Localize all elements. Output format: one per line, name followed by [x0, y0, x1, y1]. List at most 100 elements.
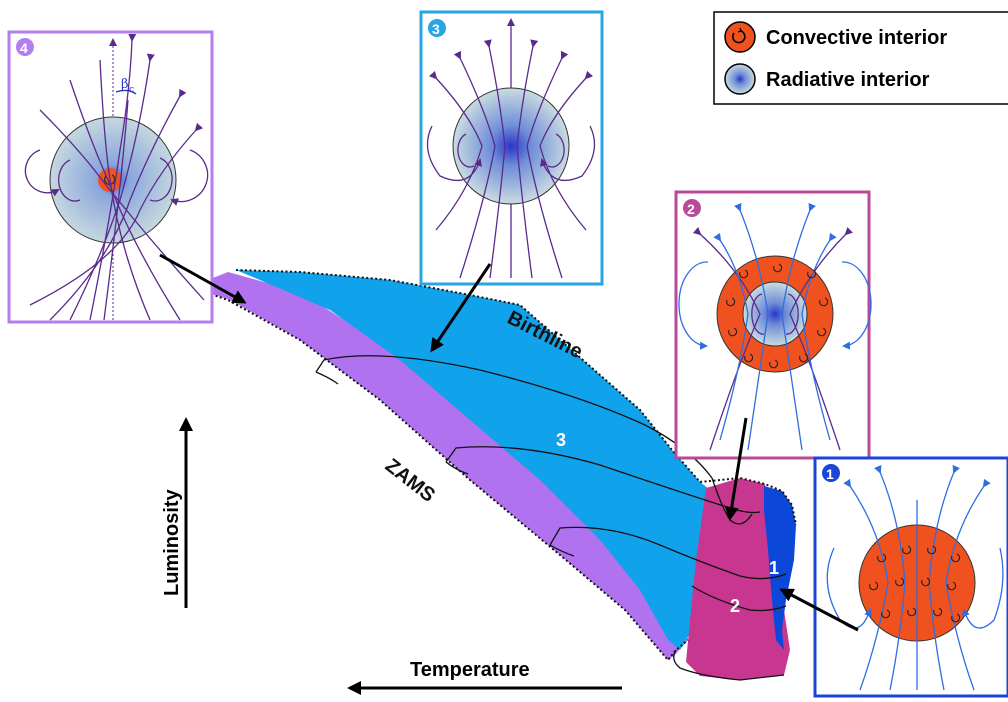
swirl-icon	[927, 545, 937, 555]
swirl-icon	[907, 607, 917, 617]
track-line	[445, 446, 761, 514]
field-line	[713, 232, 749, 441]
swirl-icon	[819, 297, 829, 307]
field-line	[457, 133, 475, 168]
region-label-2: 2	[730, 596, 740, 616]
legend-convective-label: Convective interior	[766, 27, 947, 49]
swirl-icon	[877, 553, 887, 563]
field-line	[789, 226, 854, 451]
swirl-icon	[744, 353, 754, 363]
swirl-icon	[951, 613, 961, 623]
inset-4-badge-number: 4	[20, 40, 28, 56]
inset-2-field-lines	[678, 202, 872, 451]
arrow-inset4-to-region4	[159, 253, 247, 304]
legend-radiative-label: Radiative interior	[766, 69, 930, 91]
inset-1-badge-number: 1	[826, 466, 834, 482]
inset-3-field-lines	[426, 39, 596, 279]
inset-1: 1	[813, 456, 1008, 698]
field-line	[734, 202, 769, 451]
field-line	[426, 125, 482, 181]
field-line	[99, 59, 151, 321]
region-label-3: 3	[556, 430, 566, 450]
region-label-1: 1	[769, 558, 779, 578]
zams-curve	[189, 286, 689, 662]
swirl-icon	[799, 353, 809, 363]
field-line	[58, 159, 81, 202]
field-line	[39, 109, 205, 301]
birthline-curve	[235, 269, 797, 526]
swirl-icon	[728, 327, 738, 337]
field-line	[539, 70, 594, 231]
inset-2-badge-number: 2	[687, 201, 695, 217]
region-2-fill	[686, 478, 790, 680]
inset-3-radiative-star	[452, 87, 570, 205]
arrow-inset2-to-region2	[724, 417, 748, 521]
region-label-4: 4	[390, 421, 400, 441]
inset-4: 4 β c	[7, 30, 214, 324]
field-line	[801, 232, 837, 441]
legend: Convective interior Radiative interior	[713, 11, 1008, 105]
region-1-fill	[764, 486, 796, 650]
field-line	[516, 39, 539, 279]
inset-3-badge	[428, 19, 446, 37]
inset-1-convection-swirls	[869, 545, 961, 623]
field-line	[29, 122, 203, 306]
temperature-label: Temperature	[410, 659, 530, 681]
evolutionary-tracks	[315, 355, 787, 612]
region-4-fill	[190, 272, 688, 660]
swirl-icon	[869, 581, 879, 591]
field-line	[483, 39, 506, 279]
swirl-icon	[773, 263, 783, 273]
convective-swirl-icon	[732, 30, 746, 44]
swirl-icon	[951, 553, 961, 563]
field-line	[540, 125, 596, 181]
swirl-icon	[947, 581, 957, 591]
region-3-fill	[236, 270, 714, 650]
field-line	[874, 464, 906, 691]
track-line	[549, 526, 787, 580]
swirl-icon	[895, 577, 905, 587]
field-line	[149, 157, 173, 202]
pointer-arrows	[159, 253, 859, 632]
field-line	[781, 202, 816, 451]
field-line	[103, 99, 129, 321]
inset-4-field-lines	[24, 33, 209, 321]
field-line	[453, 50, 496, 279]
swirl-icon	[933, 607, 943, 617]
convective-swatch	[724, 21, 756, 53]
zams-tail	[673, 649, 785, 681]
arrow-inset1-to-region1	[779, 588, 859, 632]
arrow-inset3-to-region3	[430, 263, 492, 353]
inset-4-badge	[16, 38, 34, 56]
inset-3-badge-number: 3	[432, 21, 440, 37]
field-line	[24, 149, 60, 197]
swirl-icon	[769, 359, 779, 369]
field-line	[428, 70, 483, 231]
field-line	[945, 478, 991, 691]
field-line	[962, 547, 1004, 629]
field-line	[785, 293, 799, 335]
track-line	[549, 544, 575, 557]
field-line	[170, 149, 209, 206]
field-line	[526, 50, 569, 279]
field-line	[69, 53, 155, 321]
inset-1-badge	[822, 464, 840, 482]
swirl-arrowhead-icon	[737, 27, 742, 33]
swirl-icon	[921, 577, 931, 587]
hr-track-regions	[190, 270, 796, 680]
radiative-swatch	[724, 63, 756, 95]
inclination-arc	[115, 89, 137, 95]
field-line	[89, 33, 137, 321]
inset-3: 3	[419, 10, 604, 286]
swirl-icon	[726, 297, 736, 307]
inset-2-convection-swirls	[726, 263, 829, 369]
inclination-angle-label: β	[121, 77, 129, 92]
swirl-icon	[807, 269, 817, 279]
inset-2-radiative-core	[742, 281, 808, 347]
track-line	[315, 371, 339, 385]
field-line	[751, 293, 765, 335]
luminosity-label: Luminosity	[161, 488, 183, 596]
inset-2-badge	[683, 199, 701, 217]
swirl-icon	[817, 327, 827, 337]
